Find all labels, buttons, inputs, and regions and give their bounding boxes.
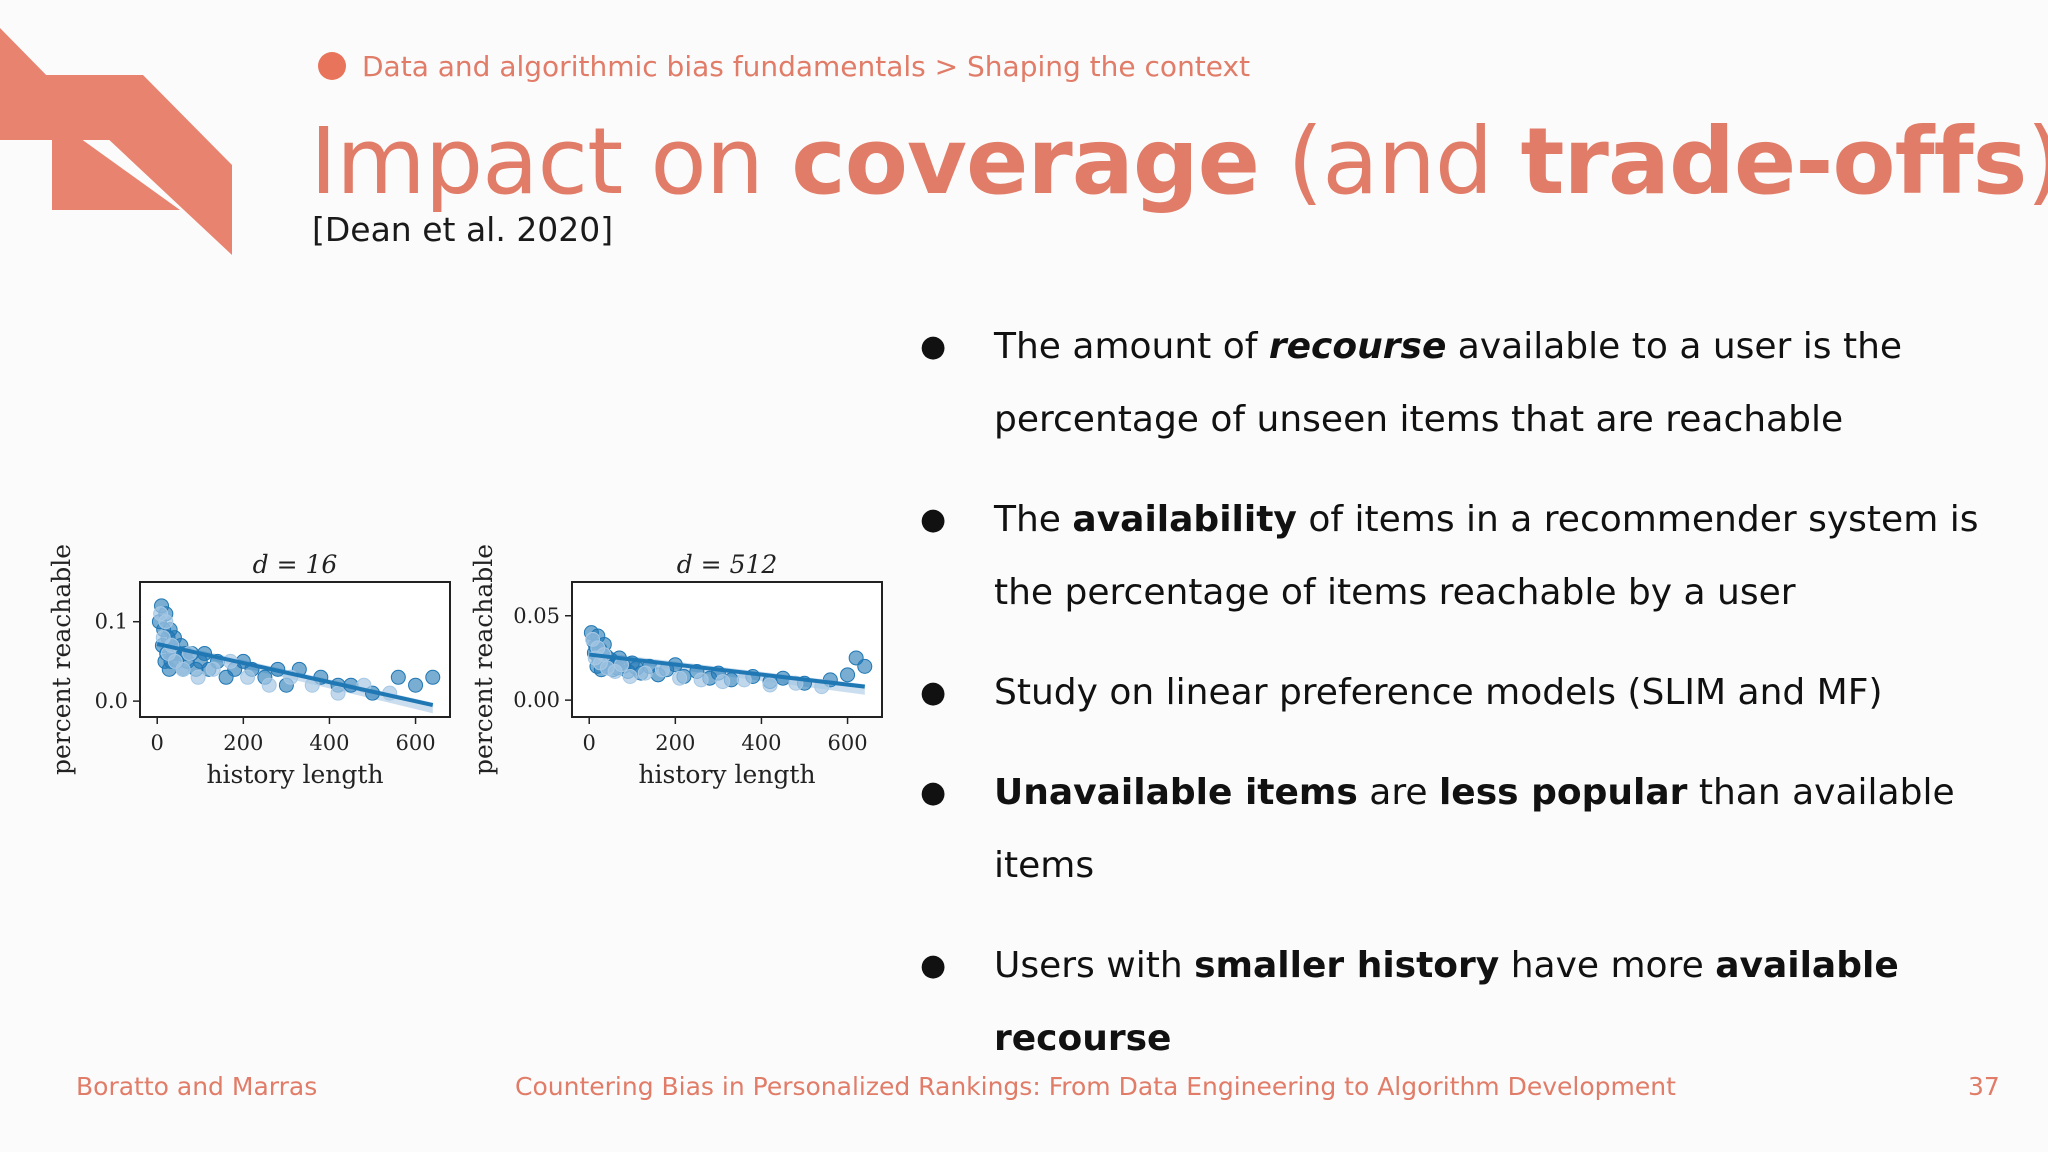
corner-decoration — [0, 28, 232, 255]
bullet-emphasis: availability — [1072, 499, 1297, 540]
bullet-dot-icon: ● — [920, 775, 947, 810]
data-point — [175, 661, 191, 677]
bullet-emphasis: available recourse — [994, 945, 1899, 1059]
slide-title: Impact on coverage (and trade-offs) — [310, 108, 2048, 215]
y-axis-label: percent reachable — [50, 544, 76, 775]
y-tick-label: 0.1 — [95, 610, 128, 634]
x-tick-label: 0 — [151, 731, 164, 755]
data-point — [190, 669, 206, 685]
bullet-emphasis: Unavailable items — [994, 772, 1358, 813]
bullet-text: The amount of — [994, 326, 1269, 367]
bullet-item: ● Study on linear preference models (SLIM… — [918, 656, 2018, 729]
data-point — [693, 672, 709, 688]
x-axis-label: history length — [206, 760, 383, 789]
x-tick-label: 200 — [655, 731, 695, 755]
data-point — [390, 669, 406, 685]
chart-title: d = 512 — [677, 550, 778, 579]
bullet-dot-icon: ● — [920, 948, 947, 983]
data-point — [158, 614, 174, 630]
trend-line — [588, 652, 866, 689]
data-point — [261, 677, 277, 693]
bullet-text: Users with — [994, 945, 1195, 986]
chart-title: d = 16 — [253, 550, 338, 579]
bullet-text: The — [994, 499, 1073, 540]
data-point — [637, 665, 653, 681]
data-point — [622, 669, 638, 684]
citation: [Dean et al. 2020] — [312, 210, 614, 249]
x-axis-label: history length — [638, 760, 815, 789]
y-axis-label: percent reachable — [469, 544, 498, 775]
x-tick-label: 0 — [583, 731, 596, 755]
trend-line — [156, 641, 434, 708]
footer-talk-title: Countering Bias in Personalized Rankings… — [515, 1072, 1676, 1101]
data-point — [672, 670, 688, 686]
x-tick-label: 400 — [741, 731, 781, 755]
bullet-dot-icon: ● — [920, 329, 947, 364]
scatter-charts-figure: 0 200 400 600 0.0 0.1 d = 16 history length perc… — [50, 544, 883, 789]
bullet-item: ● Users with smaller history have more av… — [918, 929, 2018, 1075]
bullet-item: ● The availability of items in a recommen… — [918, 483, 2018, 629]
y-tick-label: 0.0 — [95, 689, 128, 713]
x-tick-label: 200 — [223, 731, 263, 755]
data-point — [857, 658, 873, 674]
data-point — [715, 674, 731, 690]
breadcrumb-dot-icon — [318, 52, 346, 80]
title-part-3: (and — [1259, 108, 1521, 215]
bullet-text: have more — [1499, 945, 1716, 986]
data-point — [762, 677, 778, 693]
page-number: 37 — [1968, 1072, 2000, 1101]
breadcrumb-text: Data and algorithmic bias fundamentals >… — [362, 49, 1251, 83]
data-point — [840, 667, 856, 683]
data-point — [240, 669, 256, 685]
bullet-item: ● The amount of recourse available to a u… — [918, 310, 2018, 456]
breadcrumb: Data and algorithmic bias fundamentals >… — [318, 49, 1251, 83]
bullet-emphasis: smaller history — [1194, 945, 1500, 986]
title-part-2: coverage — [791, 108, 1260, 215]
bullet-emphasis: less popular — [1438, 772, 1688, 813]
data-point — [408, 677, 424, 693]
y-tick-label: 0.05 — [513, 604, 560, 628]
bullet-text: available to a user is the percentage of… — [994, 326, 1903, 440]
bullet-list: ● The amount of recourse available to a u… — [918, 310, 2018, 1102]
x-tick-label: 600 — [396, 731, 436, 755]
bullet-text: are — [1357, 772, 1439, 813]
bullet-emphasis: recourse — [1268, 326, 1447, 367]
x-tick-label: 600 — [828, 731, 868, 755]
title-part-1: Impact on — [310, 108, 792, 215]
bullet-text: Study on linear preference models (SLIM … — [994, 672, 1883, 713]
footer-authors: Boratto and Marras — [76, 1072, 318, 1101]
chart-frame — [571, 581, 883, 718]
data-point — [330, 685, 346, 701]
title-part-5: ) — [2026, 108, 2048, 215]
data-point — [425, 669, 441, 685]
bullet-dot-icon: ● — [920, 502, 947, 537]
bullet-text: of items in a recommender system is the … — [994, 499, 1979, 613]
bullet-item: ● Unavailable items are less popular than… — [918, 756, 2018, 902]
bullet-text: than available items — [994, 772, 1955, 886]
data-point — [205, 661, 221, 677]
title-part-4: trade-offs — [1520, 108, 2028, 215]
x-tick-label: 400 — [309, 731, 349, 755]
bullet-dot-icon: ● — [920, 675, 947, 710]
y-tick-label: 0.00 — [513, 688, 560, 712]
